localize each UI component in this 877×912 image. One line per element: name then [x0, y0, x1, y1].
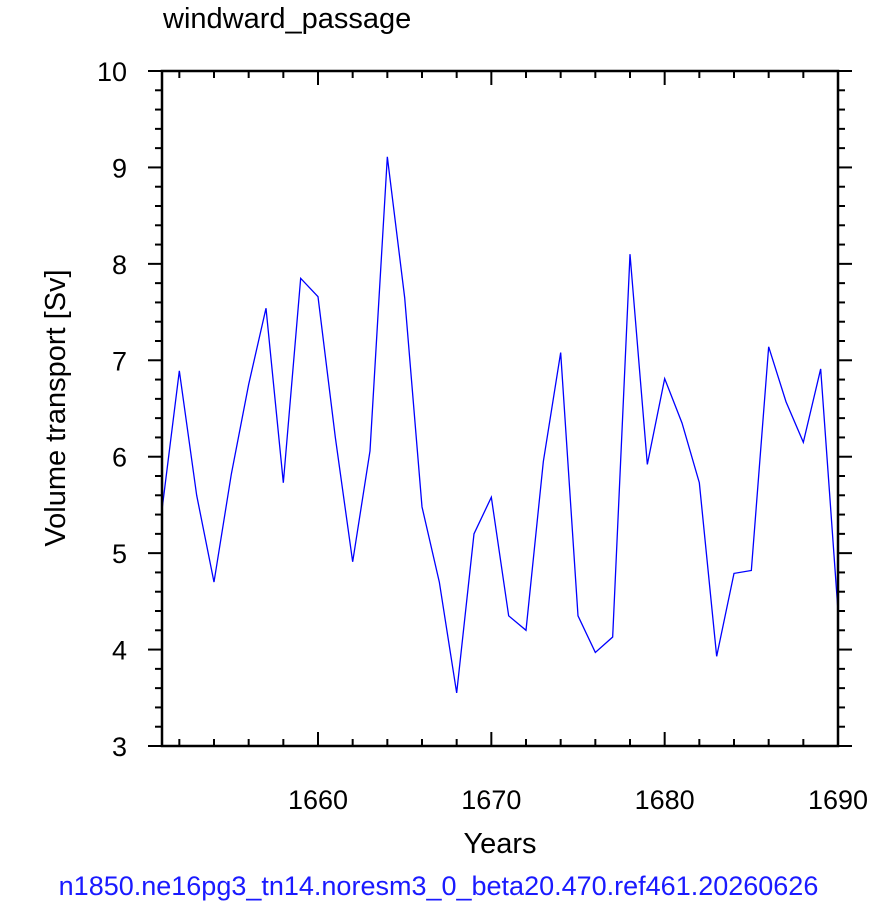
plot-frame [160, 69, 840, 748]
x-tick-label: 1670 [461, 785, 521, 815]
run-caption: n1850.ne16pg3_tn14.noresm3_0_beta20.470.… [58, 871, 819, 901]
y-axis-label: Volume transport [Sv] [40, 269, 72, 546]
x-tick-label: 1690 [808, 785, 868, 815]
chart-title: windward_passage [162, 3, 411, 35]
y-tick-label: 4 [112, 636, 127, 666]
chart: windward_passage Volume transport [Sv] Y… [40, 3, 868, 860]
y-tick-label: 6 [112, 443, 127, 473]
y-tick-label: 7 [112, 346, 127, 376]
y-tick-label: 10 [97, 57, 127, 87]
x-axis-label: Years [463, 828, 536, 860]
axis-ticks [148, 70, 852, 747]
y-tick-label: 5 [112, 539, 127, 569]
y-tick-label: 9 [112, 153, 127, 183]
y-tick-label: 3 [112, 732, 127, 762]
y-tick-label: 8 [112, 250, 127, 280]
x-tick-label: 1680 [635, 785, 695, 815]
x-tick-label: 1660 [288, 785, 348, 815]
tick-labels: 1660 1670 1680 1690 3 4 5 6 7 8 9 10 [97, 57, 868, 815]
series-line [161, 156, 839, 694]
